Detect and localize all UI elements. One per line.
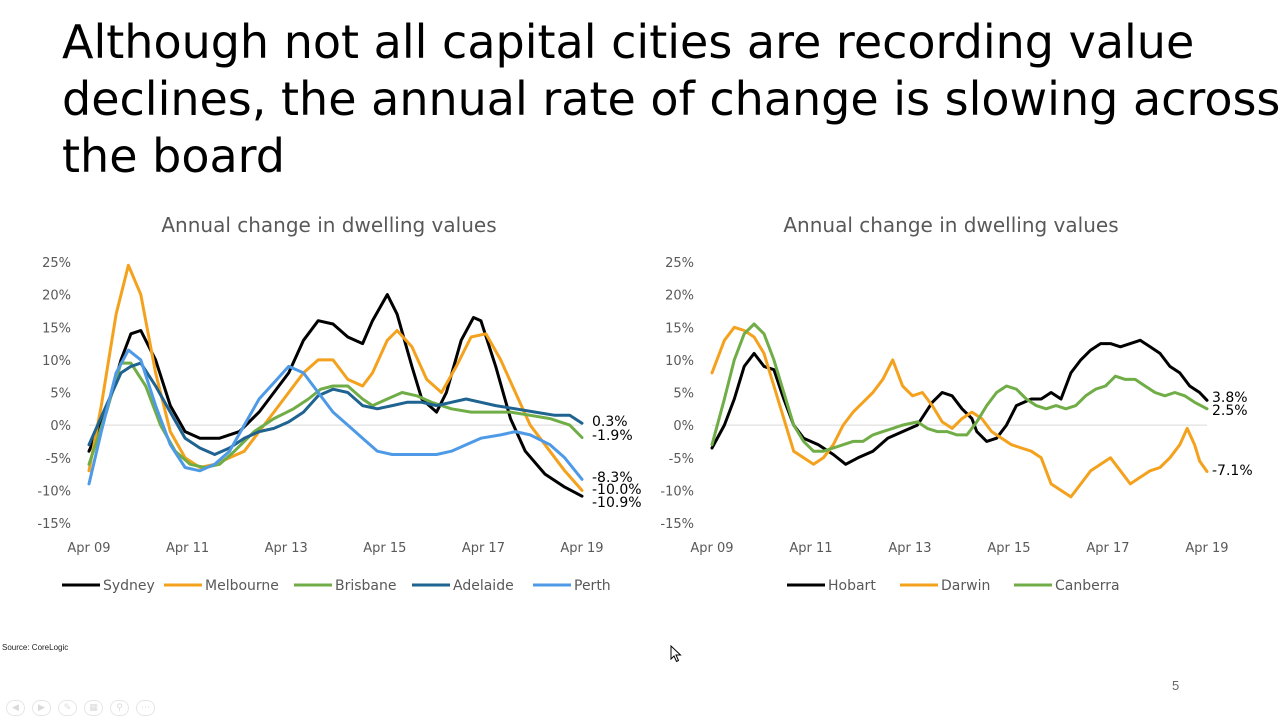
chart2-legend-item-canberra: Canberra xyxy=(1014,578,1120,594)
chart1-y-tick-label: -5% xyxy=(46,452,71,467)
chart1-series-line-perth xyxy=(87,348,584,486)
prev-icon[interactable]: ◀ xyxy=(6,700,25,716)
chart2-y-tick-label: 20% xyxy=(665,289,694,304)
chart2-y-tick-label: 25% xyxy=(665,256,694,271)
chart2-legend: Hobart Darwin Canberra xyxy=(787,578,1120,594)
chart1-y-tick-label: 20% xyxy=(42,289,71,304)
chart1-y-tick-label: 10% xyxy=(42,354,71,369)
chart1-legend-label-perth: Perth xyxy=(574,578,611,594)
chart1-legend: Sydney Melbourne Brisbane Adelaide Perth xyxy=(62,578,611,594)
chart2-legend-label-canberra: Canberra xyxy=(1055,578,1120,594)
chart1-x-tick-label: Apr 19 xyxy=(560,541,603,556)
chart2-legend-label-darwin: Darwin xyxy=(941,578,990,594)
chart1-legend-label-adelaide: Adelaide xyxy=(453,578,514,594)
chart1-series-line-melbourne xyxy=(87,263,584,492)
chart2-end-label-canberra: 2.5% xyxy=(1212,403,1248,419)
chart2-x-tick-label: Apr 11 xyxy=(789,541,832,556)
title-line-1: Although not all capital cities are reco… xyxy=(62,15,1195,69)
chart2-x-tick-label: Apr 19 xyxy=(1185,541,1228,556)
chart2-y-tick-label: -15% xyxy=(660,517,694,532)
title-line-2: declines, the annual rate of change is s… xyxy=(62,72,1280,126)
chart1-y-tick-label: -10% xyxy=(37,484,71,499)
chart1-end-label-sydney: -10.9% xyxy=(592,495,642,511)
chart1-title: Annual change in dwelling values xyxy=(161,213,496,237)
chart2-end-label-darwin: -7.1% xyxy=(1212,463,1253,479)
more-icon[interactable]: ⋯ xyxy=(136,700,155,716)
presentation-toolbar: ◀ ▶ ✎ ▦ ⚲ ⋯ xyxy=(6,700,155,716)
chart2-y-tick-label: 15% xyxy=(665,321,694,336)
chart1-x-tick-label: Apr 13 xyxy=(265,541,308,556)
chart2-x-tick-label: Apr 13 xyxy=(888,541,931,556)
chart2-y-tick-label: 5% xyxy=(673,387,694,402)
chart2-y-tick-label: 0% xyxy=(673,419,694,434)
zoom-icon[interactable]: ⚲ xyxy=(110,700,129,716)
chart2-x-tick-label: Apr 17 xyxy=(1086,541,1129,556)
next-icon[interactable]: ▶ xyxy=(32,700,51,716)
mouse-cursor-icon xyxy=(670,644,682,667)
chart2-title: Annual change in dwelling values xyxy=(783,213,1118,237)
chart1-y-tick-label: 15% xyxy=(42,321,71,336)
chart1-legend-label-melbourne: Melbourne xyxy=(205,578,279,594)
chart1-end-label-melbourne: -10.0% xyxy=(592,482,642,498)
chart1-end-label-perth: -8.3% xyxy=(592,470,633,486)
chart1-y-tick-label: 0% xyxy=(50,419,71,434)
chart1-legend-label-sydney: Sydney xyxy=(103,578,155,594)
title-line-3: the board xyxy=(62,129,285,183)
chart2-series-line-canberra xyxy=(710,322,1209,453)
chart1-y-tick-label: 25% xyxy=(42,256,71,271)
source-note: Source: CoreLogic xyxy=(2,643,69,652)
chart1-x-tick-label: Apr 15 xyxy=(363,541,406,556)
chart2-series-line-darwin xyxy=(710,325,1209,499)
chart1-end-label-adelaide: 0.3% xyxy=(592,414,628,430)
chart2-legend-label-hobart: Hobart xyxy=(828,578,876,594)
chart1-legend-item-melbourne: Melbourne xyxy=(164,578,279,594)
chart1-x-tick-label: Apr 09 xyxy=(67,541,110,556)
chart2-legend-item-darwin: Darwin xyxy=(900,578,990,594)
slides-icon[interactable]: ▦ xyxy=(84,700,103,716)
chart2-y-tick-label: -10% xyxy=(660,484,694,499)
chart2-y-tick-label: -5% xyxy=(669,452,694,467)
chart1-legend-item-perth: Perth xyxy=(533,578,611,594)
page-number: 5 xyxy=(1172,678,1180,693)
chart1-legend-label-brisbane: Brisbane xyxy=(335,578,397,594)
chart1-x-tick-label: Apr 11 xyxy=(166,541,209,556)
chart1-legend-item-adelaide: Adelaide xyxy=(412,578,514,594)
pen-icon[interactable]: ✎ xyxy=(58,700,77,716)
chart1-legend-item-sydney: Sydney xyxy=(62,578,155,594)
slide-title: Although not all capital cities are reco… xyxy=(62,14,1280,185)
chart1-y-tick-label: 5% xyxy=(50,387,71,402)
chart1-series-line-adelaide xyxy=(87,361,584,456)
chart1-legend-item-brisbane: Brisbane xyxy=(294,578,397,594)
chart2-y-tick-label: 10% xyxy=(665,354,694,369)
chart2-x-tick-label: Apr 09 xyxy=(690,541,733,556)
chart2-legend-item-hobart: Hobart xyxy=(787,578,876,594)
chart2-x-tick-label: Apr 15 xyxy=(987,541,1030,556)
chart1-y-tick-label: -15% xyxy=(37,517,71,532)
chart1-end-label-brisbane: -1.9% xyxy=(592,428,633,444)
chart1-x-tick-label: Apr 17 xyxy=(462,541,505,556)
chart2-end-label-hobart: 3.8% xyxy=(1212,390,1248,406)
